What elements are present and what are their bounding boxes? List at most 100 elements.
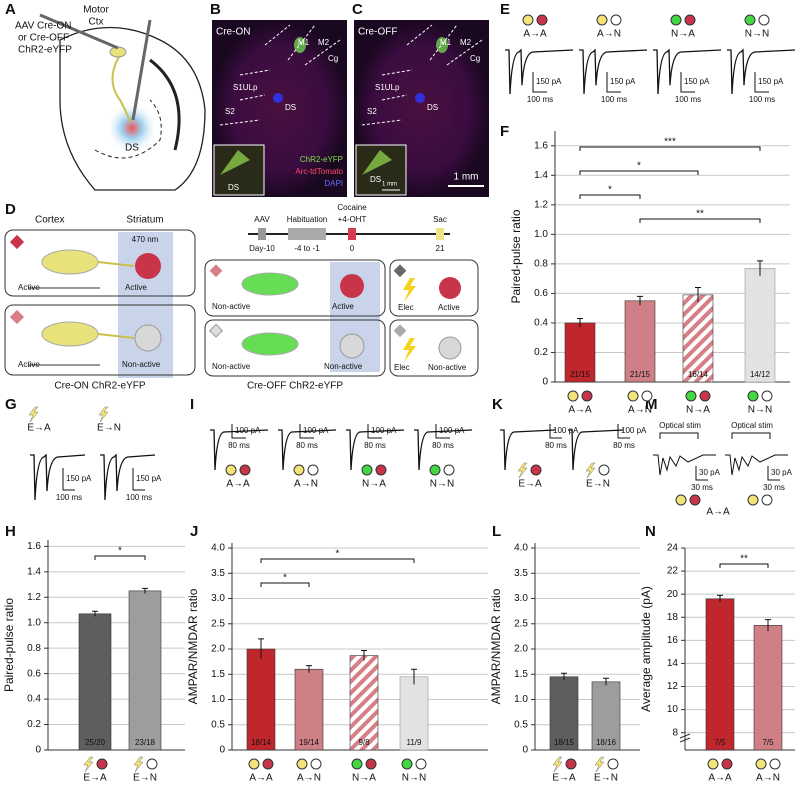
scale-bar (754, 72, 769, 93)
bar (705, 598, 735, 751)
significance-label: ** (696, 209, 704, 220)
bar (349, 655, 379, 751)
n-label: 23/18 (135, 738, 156, 747)
trace (210, 429, 269, 471)
panel-letter: J (190, 523, 198, 540)
scale-label: 30 ms (763, 483, 785, 492)
error-bar (695, 287, 701, 303)
post-marker (565, 758, 577, 770)
pre-marker (675, 494, 687, 506)
panel-d: D Cortex Striatum 470 nm Active Active A… (4, 201, 479, 392)
bar (128, 590, 162, 751)
panel-letter: G (5, 396, 17, 413)
panel-letter: C (352, 1, 363, 18)
legend-label: ChR2-eYFP (300, 155, 343, 164)
y-tick-label: 1.2 (534, 199, 548, 210)
y-tick-label: 3.5 (211, 568, 225, 579)
condition-label: E→A (27, 423, 51, 434)
light-spot (106, 102, 158, 154)
significance-bracket (94, 555, 146, 560)
recording-electrode (131, 19, 152, 121)
timeline-event (436, 228, 444, 240)
significance-label: ** (740, 554, 748, 565)
post-marker (536, 14, 548, 26)
post-marker (769, 758, 781, 770)
label: Cre-OFF (358, 27, 397, 38)
x-tick-label: E→N (594, 773, 618, 783)
scale-bar (299, 424, 314, 439)
y-tick-label: 18 (667, 612, 679, 623)
condition-icon (209, 264, 223, 278)
post-marker (415, 758, 427, 770)
n-label: 16/14 (688, 370, 709, 379)
error-bar (603, 677, 609, 686)
label: Active (18, 283, 40, 292)
n-label: 9/8 (358, 738, 370, 747)
x-tick-label: A→A (708, 773, 732, 783)
panel-b: B Cre-ON M1 M2 Cg S1ULp S2 DS DS ChR2-eY… (210, 1, 347, 197)
y-tick-label: 0.4 (27, 694, 41, 705)
y-axis-label: AMPAR/NMDAR ratio (489, 588, 503, 704)
post-marker (443, 464, 455, 476)
pre-marker (707, 758, 719, 770)
label: -4 to -1 (294, 244, 320, 253)
stim-label: Optical stim (731, 421, 773, 430)
panel-letter: L (492, 523, 501, 540)
scale-label: 150 pA (758, 77, 784, 86)
striatum-outline (94, 99, 162, 159)
label: 1 mm (382, 182, 397, 188)
trace (653, 454, 716, 476)
pre-marker (401, 758, 413, 770)
y-tick-label: 1.6 (534, 140, 548, 151)
significance-label: * (608, 185, 612, 196)
bolt (517, 462, 528, 479)
x-tick-label: E→A (552, 773, 576, 783)
y-tick-label: 0.6 (534, 288, 548, 299)
label: 470 nm (132, 235, 159, 244)
scale-label: 30 pA (699, 468, 721, 477)
condition-icon (9, 309, 25, 325)
condition-label: N→A (671, 29, 695, 40)
condition-box (389, 319, 479, 377)
condition-box (204, 319, 386, 377)
panel-letter: I (190, 396, 194, 413)
axon (111, 54, 131, 123)
post-marker (761, 390, 773, 402)
x-tick-label: A→N (628, 405, 652, 416)
error-bar (765, 619, 771, 632)
y-tick-label: 1.2 (27, 592, 41, 603)
neuron (135, 253, 161, 279)
n-label: 18/15 (554, 738, 575, 747)
pre-marker (296, 758, 308, 770)
scale-bar (549, 424, 562, 439)
panel-letter: B (210, 1, 221, 18)
label: S1ULp (375, 83, 400, 92)
bolt (83, 756, 94, 773)
label: 0 (350, 244, 355, 253)
condition-label: A→N (597, 29, 621, 40)
bolt (403, 278, 416, 302)
condition-label: A→N (294, 479, 318, 490)
y-tick-label: 0.4 (534, 318, 548, 329)
scale-bar (132, 468, 145, 491)
post-marker (689, 494, 701, 506)
bar (564, 322, 596, 383)
x-tick-label: N→A (686, 405, 710, 416)
bar (753, 625, 783, 751)
condition-label: E→N (97, 423, 121, 434)
label: Day-10 (249, 244, 275, 253)
y-tick-label: 0.2 (27, 719, 41, 730)
panel-letter: K (492, 396, 503, 413)
condition-label: A→A (226, 479, 250, 490)
legend-label: Arc-tdTomato (295, 167, 343, 176)
post-marker (607, 758, 619, 770)
post-marker (761, 494, 773, 506)
scale-label: 150 pA (684, 77, 710, 86)
pre-marker (596, 14, 608, 26)
error-bar (306, 665, 312, 673)
label: Active (125, 283, 147, 292)
post-marker (598, 464, 610, 476)
panel-letter: A (5, 1, 16, 18)
trace (30, 453, 86, 501)
x-tick-label: N→N (748, 405, 772, 416)
